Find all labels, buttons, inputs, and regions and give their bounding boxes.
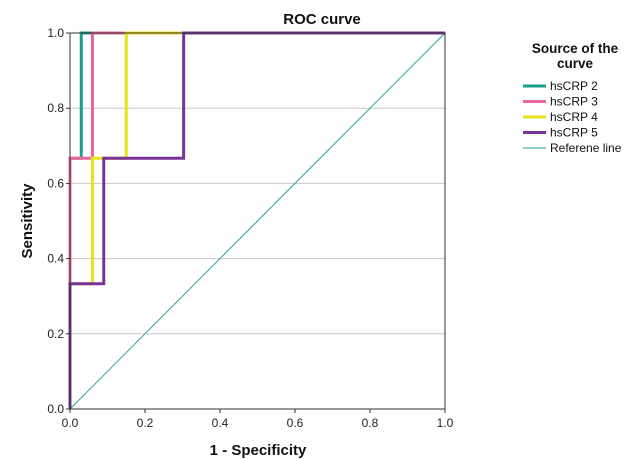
legend-label-hscrp-4: hsCRP 4 bbox=[550, 110, 598, 124]
x-tick-label: 0.2 bbox=[137, 416, 154, 430]
y-tick-label: 0.8 bbox=[47, 101, 64, 115]
x-tick-label: 0.8 bbox=[362, 416, 379, 430]
legend-title-line-1: Source of the bbox=[532, 41, 619, 56]
plot-frame bbox=[69, 32, 446, 410]
grid-lines bbox=[70, 107, 445, 335]
x-tick-label: 1.0 bbox=[437, 416, 454, 430]
x-tick-label: 0.0 bbox=[62, 416, 79, 430]
x-axis-ticks: 0.0 0.2 0.4 0.6 0.8 1.0 bbox=[62, 409, 454, 430]
x-tick-label: 0.4 bbox=[212, 416, 229, 430]
chart-title: ROC curve bbox=[283, 11, 361, 28]
y-tick-label: 0.2 bbox=[47, 327, 64, 341]
y-tick-label: 0.0 bbox=[47, 402, 64, 416]
series-line-referene-line bbox=[69, 32, 446, 410]
x-axis-title: 1 - Specificity bbox=[210, 442, 307, 459]
y-axis-title: Sensitivity bbox=[19, 183, 36, 259]
legend-label-referene-line: Referene line bbox=[550, 141, 622, 155]
x-tick-label: 0.6 bbox=[287, 416, 304, 430]
legend-label-hscrp-5: hsCRP 5 bbox=[550, 126, 598, 140]
legend-label-hscrp-2: hsCRP 2 bbox=[550, 79, 598, 93]
legend-title-line-2: curve bbox=[557, 56, 594, 71]
y-axis-ticks: 0.0 0.2 0.4 0.6 0.8 1.0 bbox=[47, 26, 70, 416]
y-tick-label: 0.4 bbox=[47, 252, 64, 266]
y-tick-label: 1.0 bbox=[47, 26, 64, 40]
legend-label-hscrp-3: hsCRP 3 bbox=[550, 95, 598, 109]
y-tick-label: 0.6 bbox=[47, 176, 64, 190]
